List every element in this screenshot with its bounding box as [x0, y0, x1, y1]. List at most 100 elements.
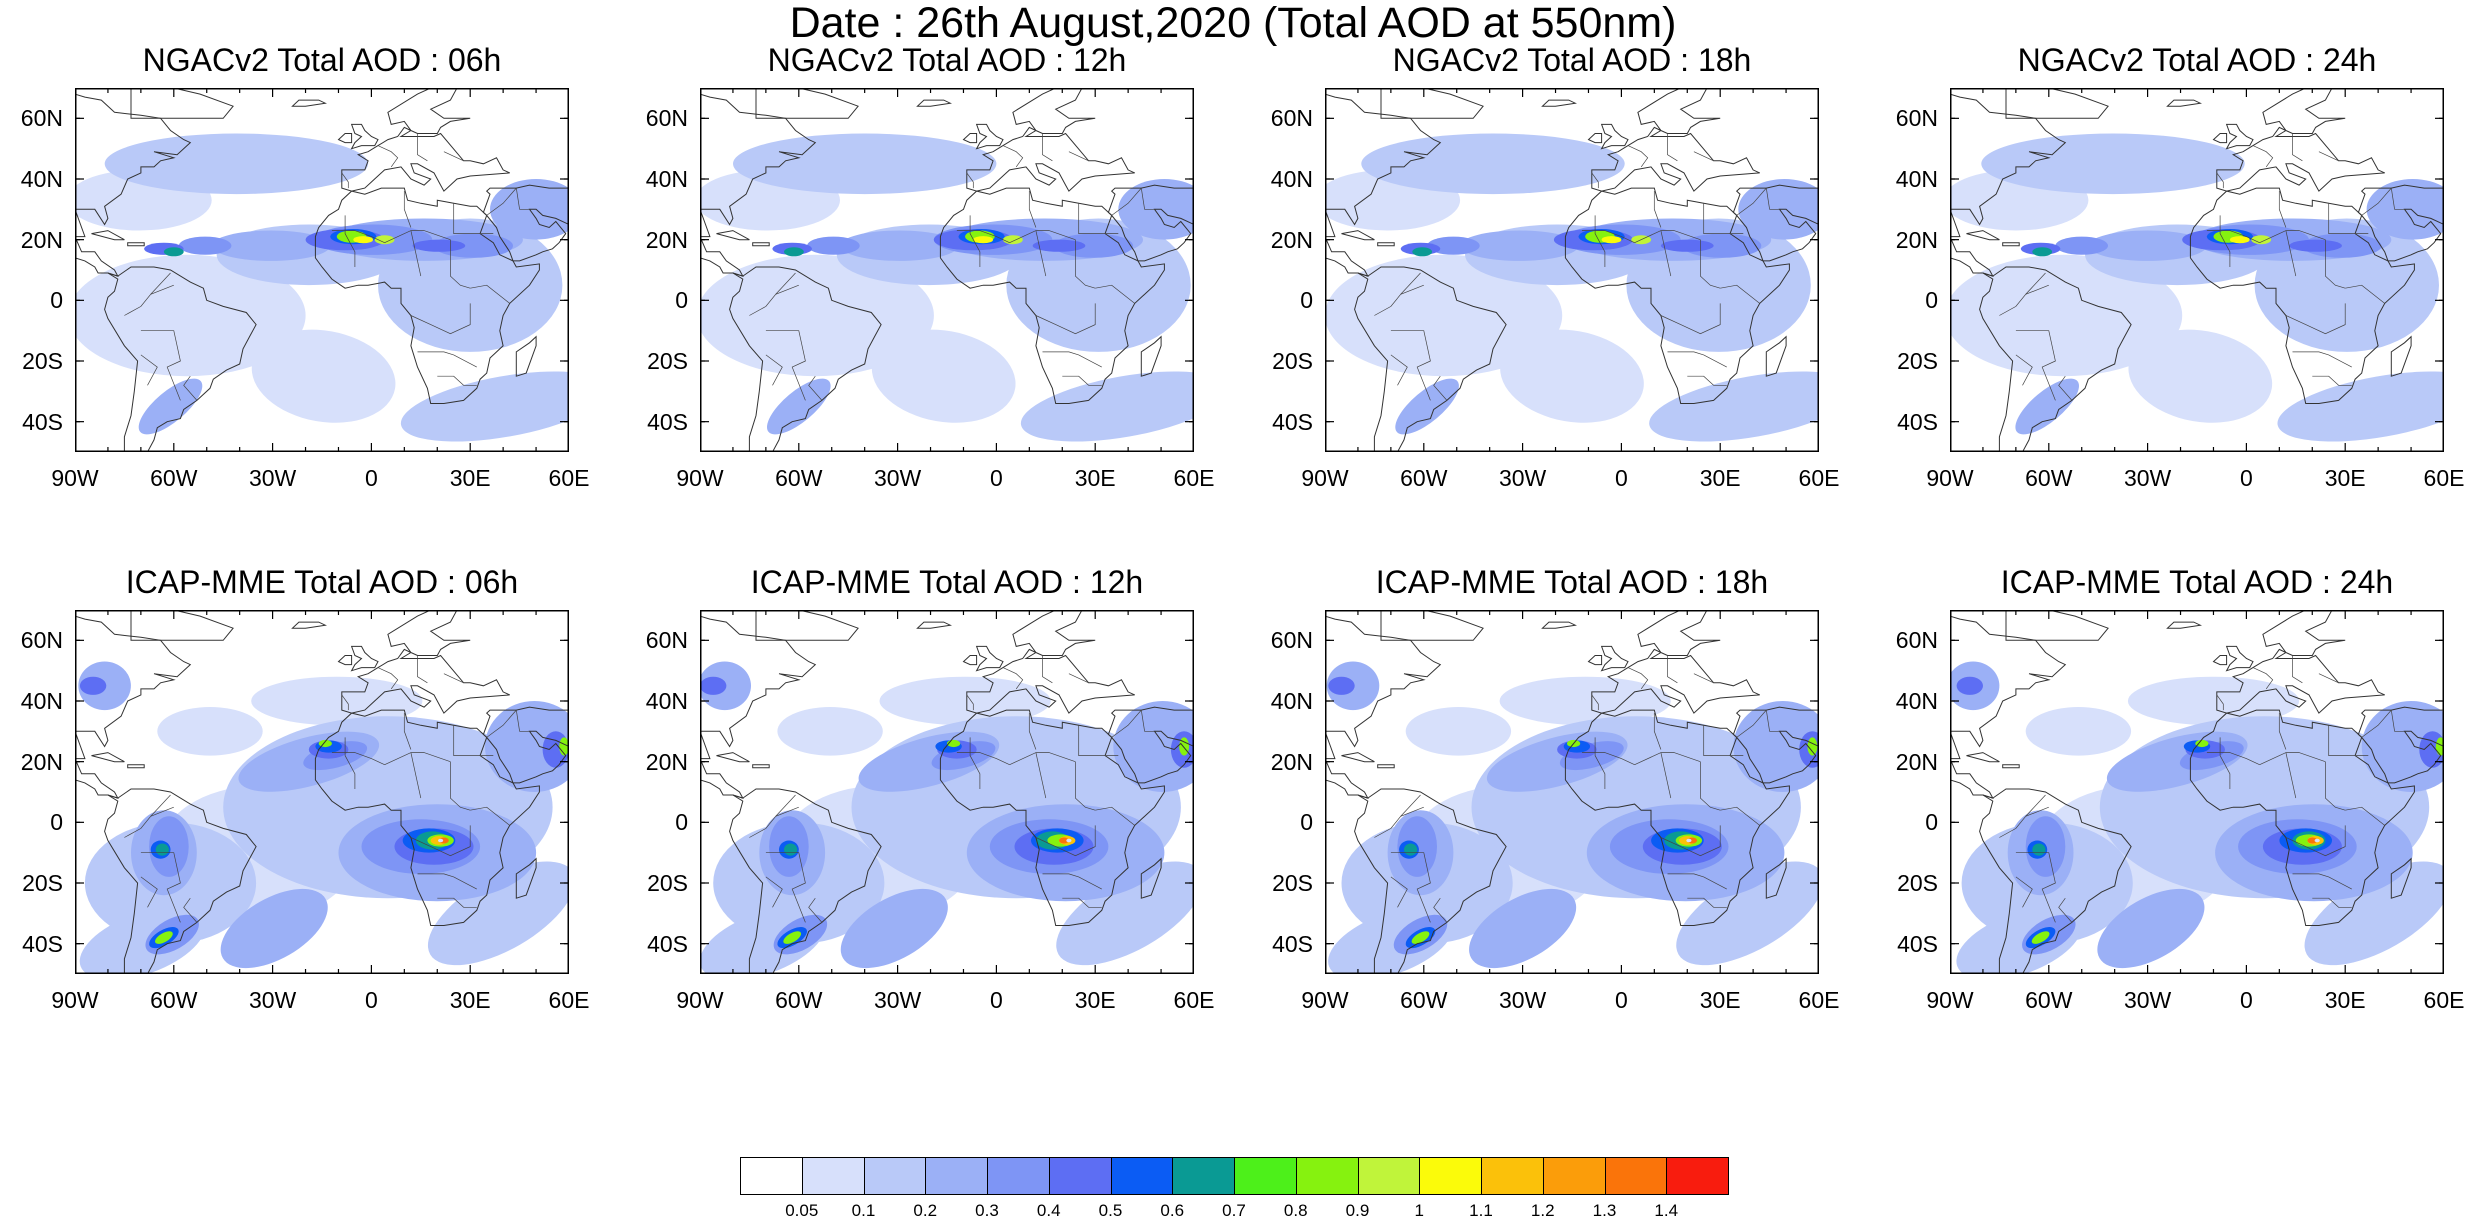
border — [1078, 203, 1119, 234]
map-panel: NGACv2 Total AOD : 06h 60N 40N 20N 0 20S 40S 90… — [21, 42, 590, 490]
border — [1581, 230, 1635, 244]
aod-plume — [733, 133, 997, 195]
border — [437, 897, 477, 908]
border — [124, 806, 174, 838]
map-border — [700, 88, 1194, 452]
colorbar-label: 0.3 — [975, 1201, 999, 1220]
lon-tick-label: 60E — [548, 987, 590, 1013]
border — [1660, 230, 1672, 277]
border — [2345, 806, 2385, 826]
lon-tick-label: 0 — [364, 465, 378, 491]
border — [1002, 145, 1024, 168]
country-borders — [749, 655, 1155, 923]
aod-plume — [353, 236, 374, 244]
coastline — [314, 187, 540, 404]
coastline — [91, 752, 125, 763]
border — [183, 897, 198, 923]
coastline — [1600, 123, 1629, 150]
country-borders — [1999, 655, 2405, 923]
border — [2285, 303, 2346, 335]
panel-title: NGACv2 Total AOD : 18h — [1392, 42, 1752, 78]
coastline — [1765, 335, 1787, 377]
aod-plume — [251, 329, 396, 423]
coastline — [1564, 187, 1790, 404]
border — [1035, 303, 1096, 335]
lon-tick-label: 0 — [2239, 987, 2253, 1013]
coastline — [1107, 706, 1194, 784]
aod-plume — [2032, 843, 2046, 856]
lat-tick-label: 40N — [645, 688, 688, 714]
aod-plume — [374, 235, 395, 245]
lat-tick-label: 60N — [1895, 627, 1938, 654]
coastline — [939, 709, 1165, 926]
aod-plume — [1676, 861, 1819, 966]
coastline — [1354, 788, 1507, 974]
aod-plume — [1325, 254, 1563, 377]
coastline — [1107, 184, 1194, 262]
lon-tick-label: 30E — [449, 987, 491, 1013]
lon-tick-label: 30E — [449, 465, 491, 491]
map-panel: ICAP-MME Total AOD : 24h 60N 40N 20N 0 20S 40S… — [1896, 564, 2465, 1012]
coastlines — [75, 88, 569, 452]
country-borders — [1999, 133, 2405, 401]
border — [1028, 191, 1037, 228]
border — [1433, 897, 1448, 923]
border — [150, 272, 171, 295]
coastline — [127, 242, 145, 247]
border — [1999, 284, 2049, 316]
colorbar-swatch — [1295, 1157, 1359, 1195]
border — [1374, 806, 1424, 838]
border — [808, 375, 823, 401]
panel-title: NGACv2 Total AOD : 06h — [142, 42, 502, 78]
lat-tick-label: 40S — [1897, 930, 1938, 957]
border — [450, 239, 471, 289]
colorbar-swatch — [740, 1157, 803, 1195]
aod-plume — [1499, 676, 1671, 726]
coastline — [2390, 857, 2412, 899]
lon-tick-label: 60E — [2423, 987, 2465, 1013]
colorbar-label: 1.1 — [1469, 1201, 1493, 1220]
lat-tick-label: 60N — [1270, 627, 1313, 654]
lat-tick-label: 20S — [22, 348, 63, 374]
lat-tick-label: 40N — [20, 688, 63, 714]
colorbar-swatch — [1604, 1157, 1668, 1195]
border — [1667, 133, 1678, 162]
aod-plume — [251, 676, 423, 726]
aod-plume — [871, 329, 1016, 423]
coastlines — [700, 88, 1194, 452]
border — [377, 145, 399, 168]
colorbar-swatch — [863, 1157, 927, 1195]
coastline — [1732, 706, 1819, 784]
border — [1002, 667, 1024, 690]
border — [2292, 655, 2303, 684]
coastline — [515, 857, 537, 899]
border — [775, 794, 796, 817]
border — [1433, 375, 1448, 401]
coastline — [729, 266, 882, 452]
colorbar-swatch — [801, 1157, 865, 1195]
border — [1700, 761, 1721, 811]
border — [417, 655, 428, 684]
lon-tick-label: 60E — [1173, 987, 1215, 1013]
lon-tick-label: 60W — [775, 465, 823, 491]
coastline — [2002, 764, 2020, 769]
border — [1736, 709, 1767, 738]
lon-tick-label: 90W — [51, 987, 99, 1013]
panel-title: ICAP-MME Total AOD : 18h — [1375, 564, 1769, 600]
lat-tick-label: 40S — [647, 408, 688, 435]
border — [150, 794, 171, 817]
lon-tick-label: 30W — [1498, 465, 1547, 491]
border — [443, 151, 464, 162]
aod-plume — [1328, 676, 1355, 695]
border — [410, 752, 422, 799]
aod-plume — [2015, 378, 2079, 435]
lon-tick-label: 30E — [1074, 987, 1116, 1013]
colorbar-swatch — [1419, 1157, 1482, 1195]
colorbar-swatch — [1357, 1157, 1421, 1195]
lat-tick-label: 20S — [647, 870, 688, 896]
colorbar-swatch — [1234, 1157, 1297, 1195]
border — [1042, 133, 1053, 162]
lon-tick-label: 30E — [2324, 987, 2366, 1013]
aod-plume — [79, 676, 107, 695]
coastline — [2189, 187, 2415, 404]
